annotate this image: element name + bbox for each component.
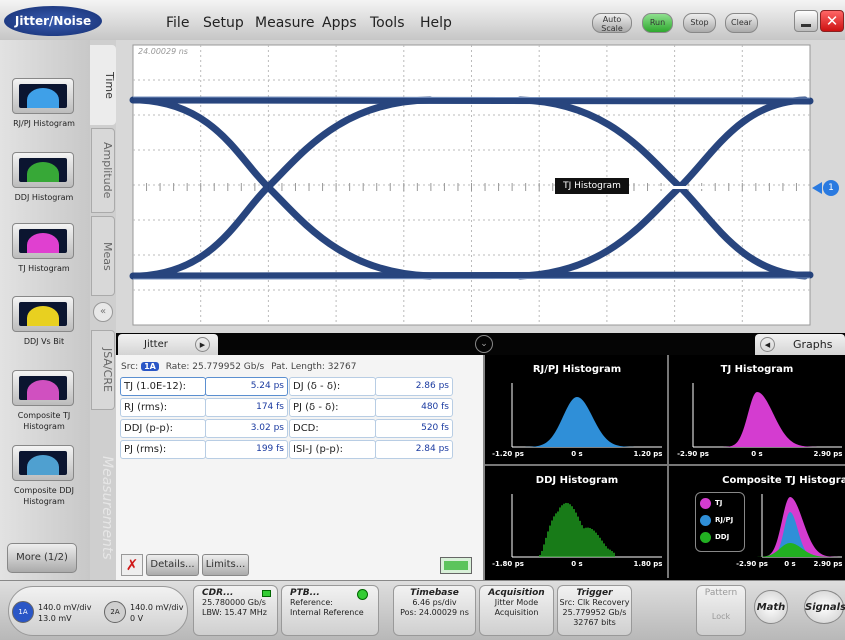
channel-offset: 0 V xyxy=(130,614,143,623)
graph-title: TJ Histogram xyxy=(672,364,842,375)
trigger-line: 32767 bits xyxy=(558,618,631,628)
cdr-led xyxy=(262,590,271,597)
legend-swatch xyxy=(700,532,711,543)
channel-scale: 140.0 mV/div xyxy=(38,603,91,612)
page: Jitter/Noise FileSetupMeasureAppsToolsHe… xyxy=(0,0,845,640)
graph-tick-label: 2.90 ps xyxy=(808,560,845,568)
timebase-title: Timebase xyxy=(394,588,475,598)
legend-swatch xyxy=(700,498,711,509)
acquisition-title: Acquisition xyxy=(480,588,553,598)
graph-tick-label: 0 s xyxy=(737,450,777,458)
pattern-box[interactable]: Pattern Lock xyxy=(696,585,746,636)
histogram xyxy=(521,397,639,447)
ptb-line: Reference: xyxy=(290,598,378,608)
ptb-line: Internal Reference xyxy=(290,608,378,618)
pattern-title: Pattern xyxy=(697,588,745,598)
legend-label: DDJ xyxy=(715,532,729,543)
acquisition-line: Jitter Mode xyxy=(480,598,553,608)
timebase-line: Pos: 24.00029 ns xyxy=(394,608,475,618)
trigger-line: Src: Clk Recovery xyxy=(558,598,631,608)
graph-tick-label: 1.20 ps xyxy=(628,450,668,458)
graph-tick-label: -2.90 ps xyxy=(673,450,713,458)
cdr-line: 25.780000 Gb/s xyxy=(202,598,277,608)
graph-tick-label: -1.80 ps xyxy=(488,560,528,568)
cdr-line: LBW: 15.47 MHz xyxy=(202,608,277,618)
graph-title: Composite TJ Histogram xyxy=(705,475,845,486)
graph-tick-label: 0 s xyxy=(557,450,597,458)
graph-tick-label: 0 s xyxy=(770,560,810,568)
pattern-line: Lock xyxy=(697,612,745,622)
channel-badge[interactable]: 1A xyxy=(12,601,34,623)
histogram xyxy=(750,543,838,557)
channel-scale: 140.0 mV/div xyxy=(130,603,183,612)
acquisition-line: Acquisition xyxy=(480,608,553,618)
ptb-led xyxy=(357,589,368,600)
channel-badge[interactable]: 2A xyxy=(104,601,126,623)
math-button[interactable]: Math xyxy=(754,590,788,624)
legend-label: RJ/PJ xyxy=(715,515,733,526)
graph-title: DDJ Histogram xyxy=(492,475,662,486)
legend-label: TJ xyxy=(715,498,722,509)
graph-tick-label: -2.90 ps xyxy=(732,560,772,568)
channel-offset: 13.0 mV xyxy=(38,614,72,623)
trigger-line: 25.779952 Gb/s xyxy=(558,608,631,618)
legend-swatch xyxy=(700,515,711,526)
graph-tick-label: 1.80 ps xyxy=(628,560,668,568)
histogram xyxy=(721,392,822,447)
graph-tick-label: -1.20 ps xyxy=(488,450,528,458)
graph-tick-label: 0 s xyxy=(557,560,597,568)
signals-button[interactable]: Signals xyxy=(804,590,844,624)
graph-title: RJ/PJ Histogram xyxy=(492,364,662,375)
graph-tick-label: 2.90 ps xyxy=(808,450,845,458)
trigger-title: Trigger xyxy=(558,588,631,598)
timebase-line: 6.46 ps/div xyxy=(394,598,475,608)
